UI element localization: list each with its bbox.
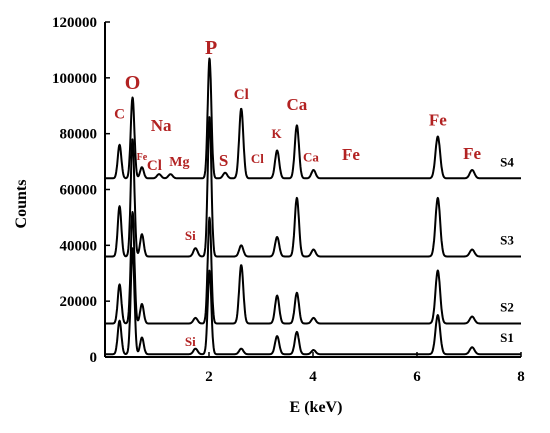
element-label: Ca (303, 150, 319, 165)
element-label: Si (185, 228, 196, 243)
element-label: Mg (169, 155, 189, 170)
element-label: Ca (286, 95, 307, 114)
element-label: Cl (251, 151, 264, 166)
spectrum-line-s2 (104, 211, 522, 325)
element-label: Cl (147, 158, 162, 174)
spectrum-line-s1 (104, 247, 522, 356)
element-label: Na (151, 116, 172, 135)
x-tick-label: 2 (205, 369, 213, 385)
series-label-s4: S4 (500, 154, 514, 169)
element-label: K (272, 126, 283, 141)
element-label: Si (185, 334, 196, 349)
element-label: P (205, 37, 217, 59)
series-label-s1: S1 (500, 330, 514, 345)
element-label: Fe (463, 144, 481, 163)
element-label: Fe (137, 152, 148, 163)
x-tick-label: 8 (517, 369, 525, 385)
y-tick-label: 20000 (60, 294, 98, 310)
y-tick-group: 0 20000 40000 60000 80000 100000 120000 (52, 15, 110, 366)
axes: 0 20000 40000 60000 80000 100000 120000 2 4 6 8 C… (13, 15, 525, 416)
series-label-s2: S2 (500, 300, 514, 315)
x-tick-label: 6 (413, 369, 421, 385)
x-tick-label: 4 (309, 369, 317, 385)
y-tick-label: 60000 (60, 183, 98, 199)
y-axis-title: Counts (13, 180, 30, 229)
y-tick-label: 120000 (52, 15, 97, 31)
spectrum-line-s4 (104, 57, 522, 180)
element-label: O (125, 72, 141, 94)
element-label: S (219, 151, 228, 170)
series-lines (104, 57, 522, 356)
element-label: Fe (429, 110, 447, 129)
element-label: C (114, 106, 125, 122)
y-tick-label: 100000 (52, 71, 97, 87)
element-label: Fe (342, 145, 360, 164)
y-tick-label: 0 (90, 350, 98, 366)
series-labels: S1 S2 S3 S4 (500, 154, 514, 345)
series-label-s3: S3 (500, 233, 514, 248)
element-label: Cl (234, 87, 249, 103)
spectrum-line-s3 (104, 116, 522, 258)
x-axis-title: E (keV) (290, 399, 343, 416)
y-tick-label: 40000 (60, 238, 98, 254)
y-tick-label: 80000 (60, 127, 98, 143)
